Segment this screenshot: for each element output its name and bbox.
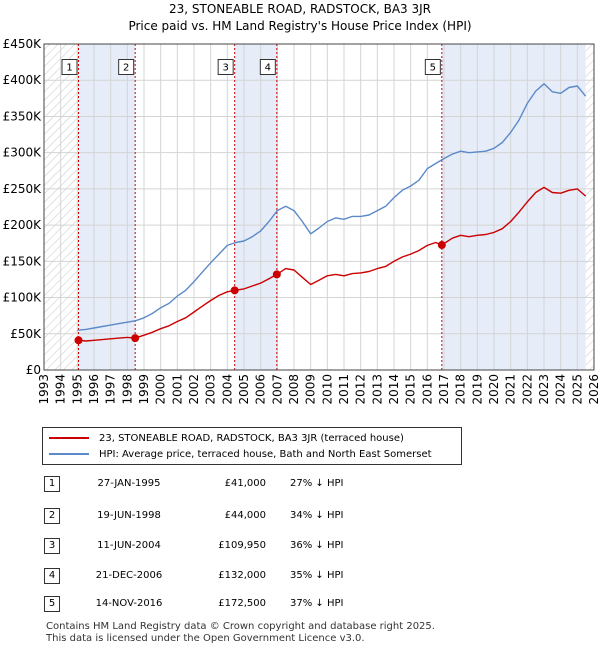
sale-point	[131, 334, 140, 343]
x-tick-label: 1999	[137, 374, 151, 405]
legend-swatch-property	[49, 437, 89, 439]
x-tick-label: 2022	[520, 374, 534, 405]
x-tick-label: 2000	[154, 374, 168, 405]
x-tick-label: 2023	[537, 374, 551, 405]
x-tick-label: 2010	[320, 374, 334, 405]
y-tick-label: £350K	[3, 109, 43, 123]
x-tick-label: 1995	[70, 374, 84, 405]
sale-marker-box	[424, 59, 441, 75]
transaction-number: 4	[44, 568, 60, 584]
y-tick-label: £200K	[3, 218, 43, 232]
x-tick-label: 2015	[404, 374, 418, 405]
x-tick-label: 2019	[470, 374, 484, 405]
x-tick-label: 2013	[370, 374, 384, 405]
y-tick-label: £0	[26, 363, 41, 377]
transaction-hpi-diff: 36% ↓ HPI	[290, 540, 344, 551]
sale-marker-label: 2	[123, 63, 129, 74]
transaction-hpi-diff: 27% ↓ HPI	[290, 478, 344, 489]
sale-point	[74, 336, 83, 345]
transaction-number: 3	[44, 538, 60, 554]
x-tick-label: 2007	[270, 374, 284, 405]
copyright-notice: Contains HM Land Registry data © Crown c…	[46, 621, 435, 632]
x-tick-label: 2026	[587, 374, 600, 405]
y-tick-label: £400K	[3, 73, 43, 87]
x-tick-label: 1998	[120, 374, 134, 405]
transaction-price: £172,500	[218, 598, 266, 609]
transaction-number: 2	[44, 508, 60, 524]
hpi-series-line	[77, 83, 587, 331]
y-tick-label: £300K	[3, 146, 43, 160]
x-tick-label: 2018	[454, 374, 468, 405]
x-tick-label: 2021	[504, 374, 518, 405]
y-tick-label: £450K	[3, 37, 43, 51]
sale-marker-label: 1	[66, 63, 72, 74]
x-tick-label: 2009	[304, 374, 318, 405]
y-tick-label: £100K	[3, 291, 43, 305]
transaction-hpi-diff: 35% ↓ HPI	[290, 570, 344, 581]
x-tick-label: 2004	[220, 374, 234, 405]
x-tick-label: 2014	[387, 374, 401, 405]
transaction-price: £132,000	[218, 570, 266, 581]
sale-marker-box	[217, 59, 234, 75]
legend-label-hpi: HPI: Average price, terraced house, Bath…	[99, 448, 432, 460]
sale-marker-box	[118, 59, 135, 75]
chart-legend: 23, STONEABLE ROAD, RADSTOCK, BA3 3JR (t…	[42, 427, 462, 465]
y-tick-label: £150K	[3, 254, 43, 268]
x-tick-label: 1997	[104, 374, 118, 405]
transaction-price: £109,950	[218, 540, 266, 551]
transaction-price: £41,000	[224, 478, 266, 489]
sale-marker-box	[259, 59, 276, 75]
transaction-hpi-diff: 37% ↓ HPI	[290, 598, 344, 609]
y-tick-label: £250K	[3, 182, 43, 196]
x-tick-label: 2017	[437, 374, 451, 405]
transaction-date: 19-JUN-1998	[97, 510, 161, 521]
x-tick-label: 2001	[170, 374, 184, 405]
transaction-date: 21-DEC-2006	[95, 570, 163, 581]
legend-swatch-hpi	[49, 453, 89, 455]
ownership-period	[441, 44, 586, 370]
x-tick-label: 2002	[187, 374, 201, 405]
chart-title: 23, STONEABLE ROAD, RADSTOCK, BA3 3JR	[169, 2, 431, 16]
sale-marker-label: 4	[265, 63, 271, 74]
x-tick-label: 1996	[87, 374, 101, 405]
ownership-period	[234, 44, 277, 370]
legend-item-hpi: HPI: Average price, terraced house, Bath…	[49, 447, 432, 461]
property-series-line	[78, 186, 587, 342]
no-data-region	[44, 44, 79, 370]
x-tick-label: 1993	[37, 374, 51, 405]
chart-subtitle: Price paid vs. HM Land Registry's House …	[128, 19, 472, 33]
x-tick-label: 2025	[570, 374, 584, 405]
sale-point	[230, 286, 239, 295]
x-tick-label: 1994	[54, 374, 68, 405]
x-tick-label: 2024	[554, 374, 568, 405]
no-data-region	[585, 44, 594, 370]
x-tick-label: 2020	[487, 374, 501, 405]
x-tick-label: 2016	[420, 374, 434, 405]
x-tick-label: 2012	[354, 374, 368, 405]
transaction-number: 5	[44, 596, 60, 612]
transaction-number: 1	[44, 476, 60, 492]
transaction-date: 11-JUN-2004	[97, 540, 161, 551]
x-tick-label: 2011	[337, 374, 351, 405]
sale-point	[272, 270, 281, 279]
sale-marker-box	[61, 59, 78, 75]
sale-point	[437, 241, 446, 250]
legend-label-property: 23, STONEABLE ROAD, RADSTOCK, BA3 3JR (t…	[99, 432, 404, 444]
plot-frame	[43, 43, 595, 371]
x-tick-label: 2006	[254, 374, 268, 405]
transaction-date: 27-JAN-1995	[97, 478, 161, 489]
x-tick-label: 2005	[237, 374, 251, 405]
transaction-hpi-diff: 34% ↓ HPI	[290, 510, 344, 521]
x-tick-label: 2003	[204, 374, 218, 405]
price-chart: 1 2 3 4 5 £0 £50K £100K £150K £200K £250K £300K £35…	[3, 37, 600, 405]
sale-marker-label: 5	[430, 63, 436, 74]
transaction-price: £44,000	[224, 510, 266, 521]
sale-marker-label: 3	[222, 63, 228, 74]
x-tick-label: 2008	[287, 374, 301, 405]
transaction-date: 14-NOV-2016	[95, 598, 163, 609]
licence-notice: This data is licensed under the Open Gov…	[46, 633, 365, 644]
ownership-period	[78, 44, 136, 370]
legend-item-property: 23, STONEABLE ROAD, RADSTOCK, BA3 3JR (t…	[49, 431, 404, 445]
y-tick-label: £50K	[10, 327, 42, 341]
